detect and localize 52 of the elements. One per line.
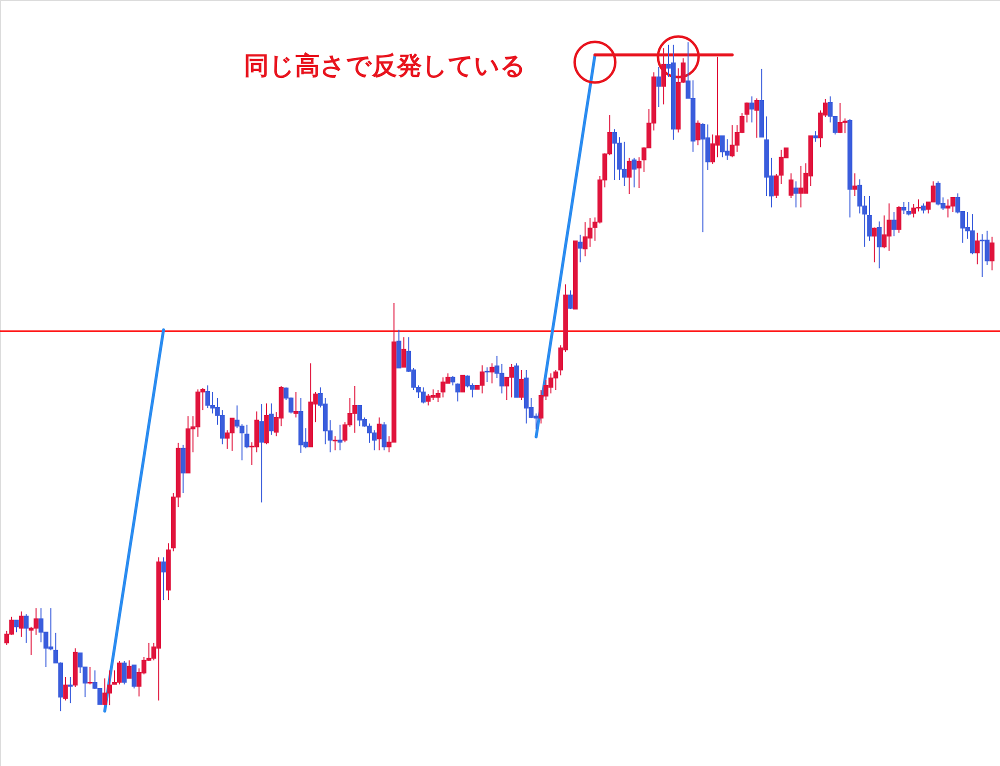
- candlestick: [754, 98, 760, 138]
- candlestick: [774, 173, 779, 199]
- candlestick: [901, 202, 906, 215]
- candlestick: [906, 202, 912, 216]
- candlestick: [244, 424, 250, 449]
- candlestick: [974, 232, 980, 265]
- candlestick: [876, 220, 882, 269]
- candlestick: [892, 212, 896, 237]
- candlestick: [872, 226, 877, 263]
- candlestick: [450, 375, 456, 386]
- candlestick: [568, 290, 573, 310]
- candlestick: [401, 336, 406, 368]
- candlestick: [490, 362, 494, 384]
- candlestick: [460, 374, 465, 392]
- candlestick: [88, 666, 92, 685]
- candlestick: [696, 120, 700, 146]
- candlestick: [259, 404, 264, 503]
- candlestick: [338, 424, 342, 451]
- candlestick: [24, 614, 29, 644]
- candlestick: [455, 382, 460, 402]
- candlestick: [294, 392, 298, 418]
- candlestick: [14, 620, 19, 633]
- candlestick: [661, 48, 666, 105]
- annotation: 同じ高さで反発している: [244, 51, 526, 80]
- candlestick: [656, 66, 662, 108]
- candlestick: [813, 130, 818, 142]
- candlestick: [132, 664, 137, 689]
- candlestick: [867, 196, 872, 242]
- candlestick: [63, 676, 68, 701]
- candlestick: [376, 416, 382, 451]
- candlestick: [18, 610, 24, 638]
- candlestick: [161, 556, 166, 601]
- candlestick: [126, 660, 132, 679]
- candlestick: [788, 172, 794, 199]
- candlestick: [332, 436, 338, 451]
- candlestick: [990, 236, 994, 271]
- candlestick: [896, 206, 902, 234]
- candlestick: [744, 102, 750, 123]
- candlestick: [519, 369, 524, 401]
- candlestick: [269, 402, 274, 436]
- candlestick: [484, 366, 490, 382]
- candlestick: [68, 676, 73, 704]
- candlestick: [921, 202, 926, 214]
- candlestick: [852, 172, 858, 197]
- candlestick: [122, 660, 127, 685]
- candlestick: [382, 422, 387, 451]
- candlestick: [578, 234, 583, 263]
- candlestick: [794, 180, 798, 208]
- candlestick: [636, 156, 642, 188]
- candlestick: [632, 157, 637, 188]
- candlestick: [749, 96, 754, 123]
- candlestick: [626, 157, 632, 195]
